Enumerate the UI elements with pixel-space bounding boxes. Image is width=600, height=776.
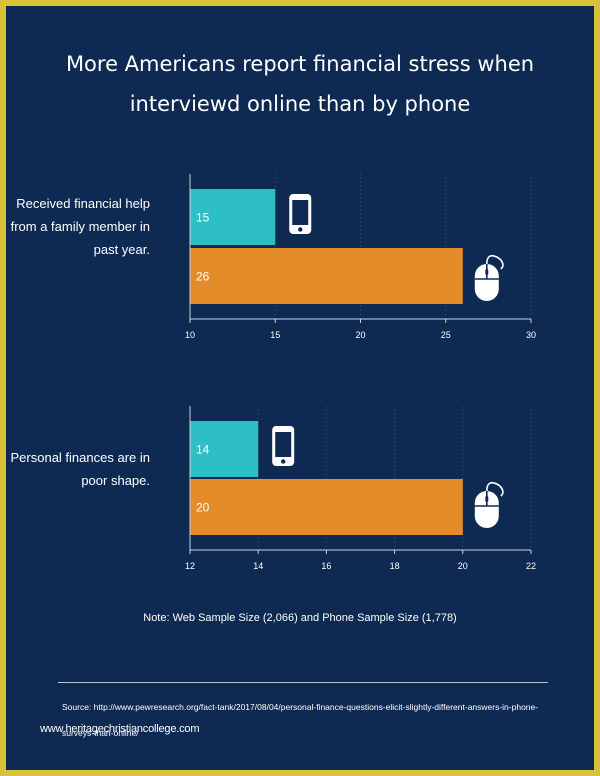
source-citation: Source: http://www.pewresearch.org/fact-… — [62, 702, 539, 738]
bar-value-label: 14 — [196, 443, 210, 457]
x-tick-label: 16 — [321, 561, 331, 571]
mouse-icon-wheel — [485, 496, 489, 502]
phone-icon-screen — [275, 432, 292, 457]
bar-charts: 15 26 10 15 20 25 30 14 20 12 14 16 18 20 22 — [185, 174, 536, 571]
x-tick-label: 18 — [390, 561, 400, 571]
mouse-icon — [474, 254, 504, 301]
page-title: More Americans report financial stress w… — [65, 52, 535, 116]
x-tick-label: 15 — [270, 330, 280, 340]
category-label-1: Received financial help from a family me… — [10, 196, 150, 257]
x-tick-label: 20 — [355, 330, 365, 340]
sample-size-note: Note: Web Sample Size (2,066) and Phone … — [143, 612, 457, 624]
bar-value-label: 26 — [196, 270, 210, 284]
bar-value-label: 15 — [196, 211, 210, 225]
phone-icon — [272, 426, 295, 466]
bar — [190, 421, 259, 477]
category-label-2: Personal finances are in poor shape. — [10, 450, 150, 488]
x-tick-label: 30 — [526, 330, 536, 340]
phone-icon — [289, 194, 312, 234]
bar — [190, 248, 463, 304]
x-tick-label: 14 — [253, 561, 263, 571]
mouse-icon-body — [474, 264, 499, 301]
mouse-icon-cord — [485, 481, 504, 497]
bar — [190, 189, 276, 245]
x-tick-label: 22 — [526, 561, 536, 571]
mouse-icon-body — [474, 491, 499, 528]
infographic-poster: More Americans report financial stress w… — [6, 6, 594, 770]
mouse-icon-cord — [485, 254, 504, 270]
phone-icon-screen — [292, 200, 309, 225]
bar-value-label: 20 — [196, 501, 210, 515]
divider — [58, 682, 548, 683]
x-tick-label: 10 — [185, 330, 195, 340]
bar — [190, 479, 463, 535]
watermark: www.heritagechristiancollege.com — [40, 723, 200, 735]
x-tick-label: 12 — [185, 561, 195, 571]
x-tick-label: 25 — [441, 330, 451, 340]
phone-icon-button — [298, 227, 303, 232]
x-tick-label: 20 — [458, 561, 468, 571]
phone-icon-button — [281, 459, 286, 464]
mouse-icon-wheel — [485, 269, 489, 275]
mouse-icon — [474, 481, 504, 528]
